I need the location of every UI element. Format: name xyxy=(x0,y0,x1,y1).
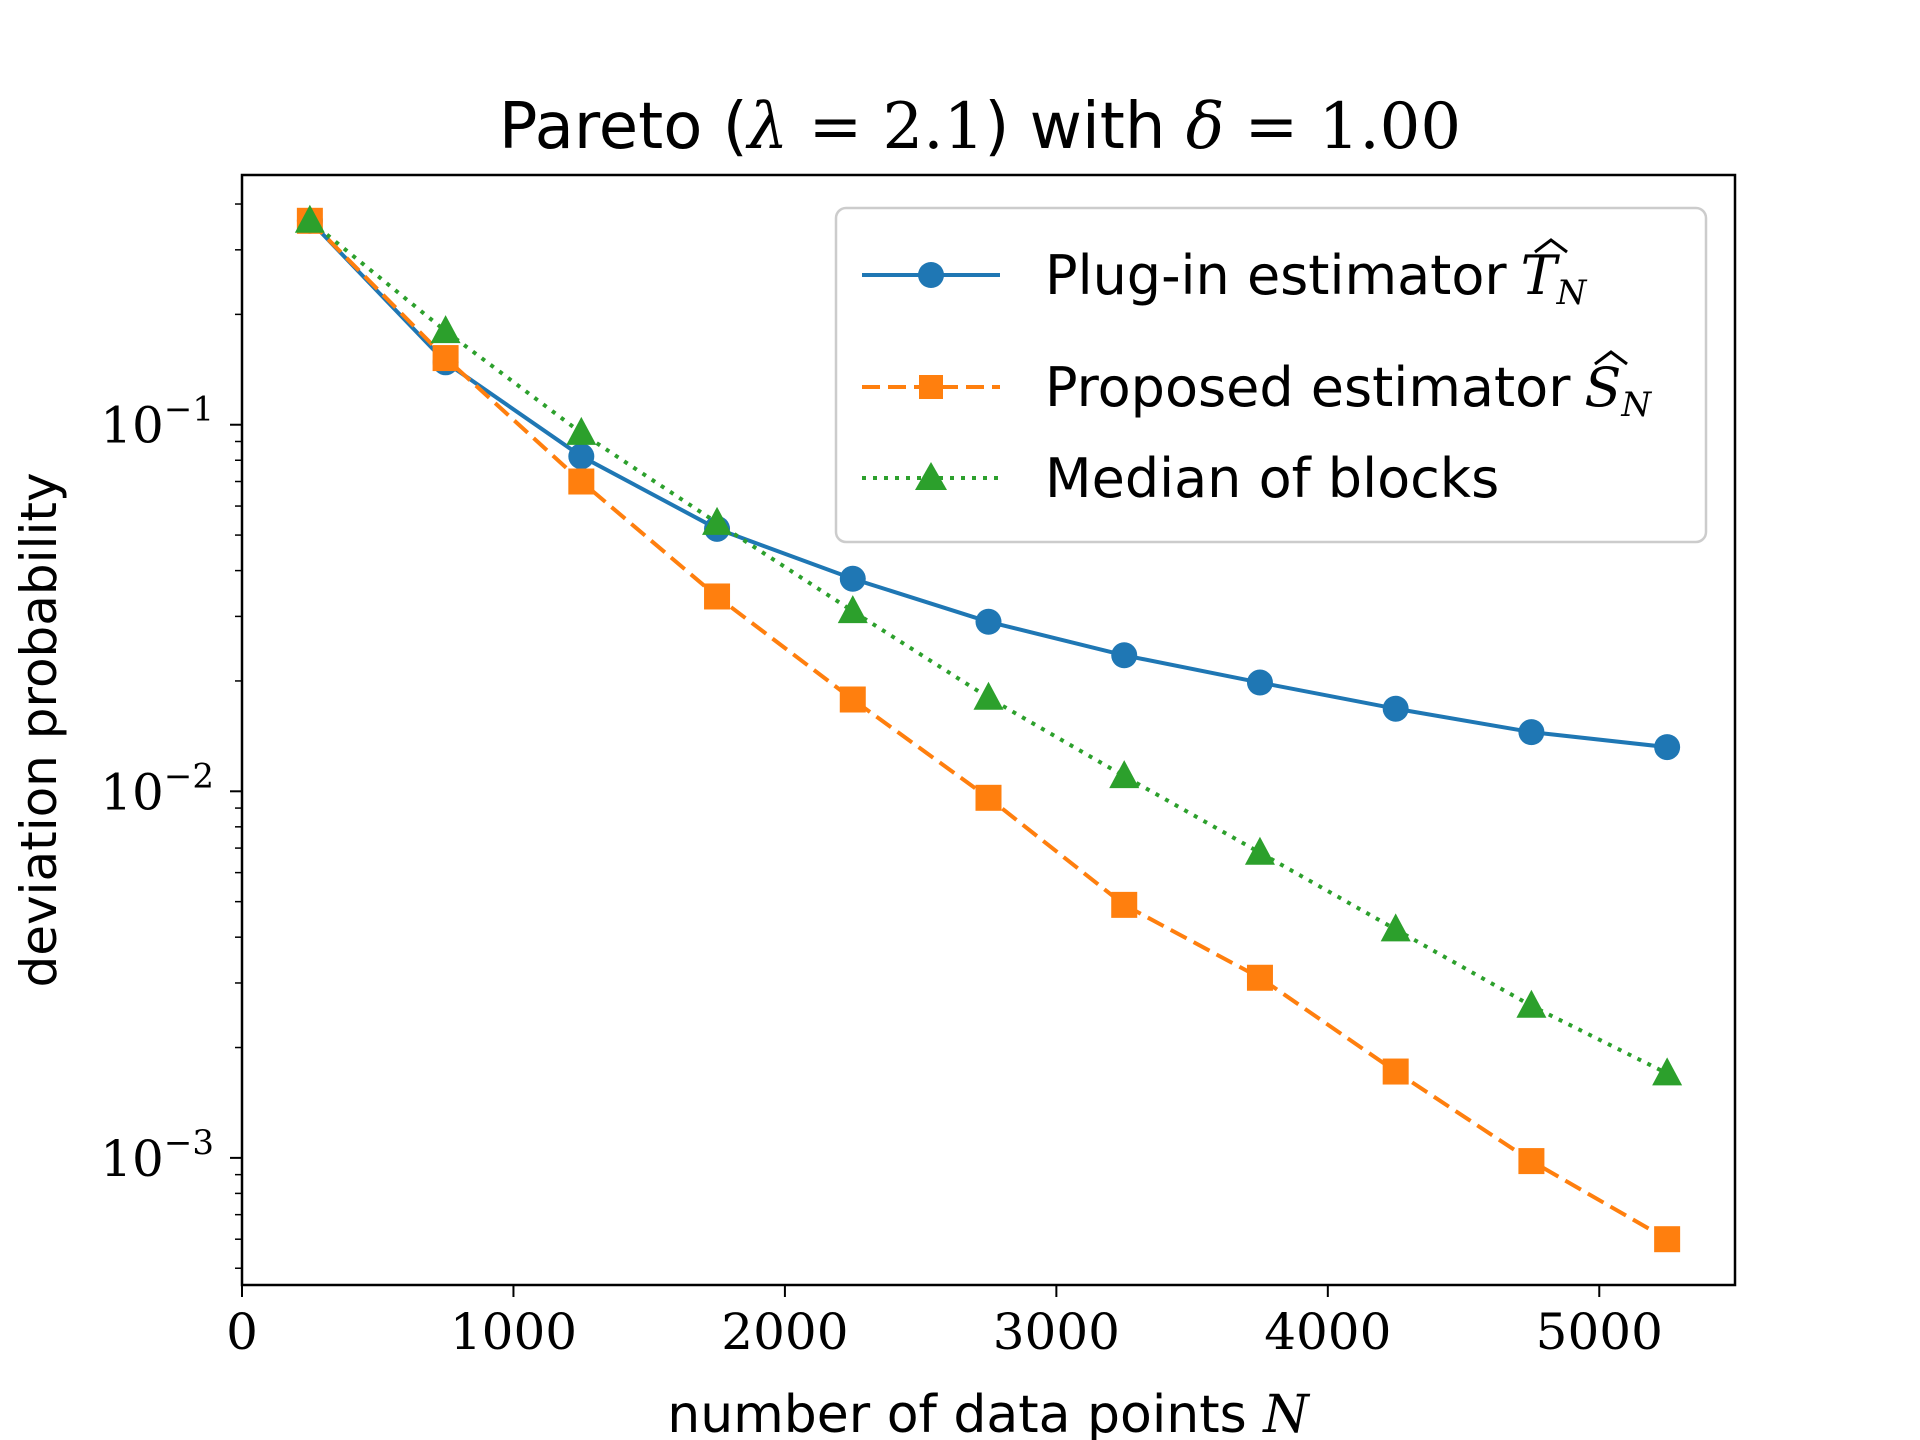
legend-sub-plugin: N xyxy=(1556,273,1588,313)
series-point-triangle xyxy=(837,595,868,624)
series-point-square xyxy=(568,468,595,495)
legend-text-proposed: Proposed estimator xyxy=(1045,356,1571,419)
title-close: ) xyxy=(984,90,1009,164)
series-point-circle xyxy=(1382,695,1409,722)
y-tick-label: 10−2 xyxy=(100,756,214,821)
series-point-circle xyxy=(975,608,1002,635)
series-point-square xyxy=(839,686,866,713)
series-point-triangle xyxy=(294,204,325,233)
title-mid: with xyxy=(1009,90,1185,164)
series-point-square xyxy=(1654,1226,1681,1253)
legend-label-plugin: Plug-in estimator TN xyxy=(1045,244,1588,313)
legend-text-plugin: Plug-in estimator xyxy=(1045,244,1507,307)
x-axis-label-text: number of data points xyxy=(667,1385,1263,1440)
series-point-triangle xyxy=(702,506,733,535)
series-point-square xyxy=(704,583,731,610)
x-tick-label: 3000 xyxy=(993,1303,1120,1361)
chart-title: Pareto (λ = 2.1) with δ = 1.00 xyxy=(499,90,1461,164)
plot-frame xyxy=(240,173,1737,1287)
series-point-square xyxy=(1111,891,1138,918)
title-prefix: Pareto ( xyxy=(499,90,748,164)
series-point-square xyxy=(1246,964,1273,991)
series-point-square xyxy=(1518,1148,1545,1175)
y-axis: 10−1 10−2 10−3 xyxy=(100,203,242,1269)
legend-symbol-plugin: T xyxy=(1521,244,1561,307)
series-point-circle xyxy=(1654,734,1681,761)
series-point-triangle xyxy=(1244,836,1275,865)
series-point-triangle xyxy=(566,416,597,445)
x-tick-label: 0 xyxy=(226,1303,258,1361)
series-point-triangle xyxy=(1109,760,1140,789)
legend-hat-plugin xyxy=(1534,238,1568,254)
series-point-triangle xyxy=(1380,913,1411,942)
legend-label-proposed: Proposed estimator SN xyxy=(1045,356,1652,425)
legend-marker-median xyxy=(915,462,947,490)
series-point-square xyxy=(1382,1058,1409,1085)
title-lambda: λ xyxy=(745,90,789,164)
x-tick-label: 5000 xyxy=(1536,1303,1663,1361)
legend-hat-proposed xyxy=(1594,350,1628,366)
y-tick-label: 10−1 xyxy=(100,390,214,455)
series-point-square xyxy=(975,784,1002,811)
series-layer xyxy=(294,204,1683,1253)
series-point-triangle xyxy=(430,315,461,344)
legend-sub-proposed: N xyxy=(1620,385,1652,425)
legend-label-median: Median of blocks xyxy=(1045,447,1499,510)
series-point-circle xyxy=(839,565,866,592)
x-axis-label: number of data points N xyxy=(667,1385,1310,1440)
title-delta: δ xyxy=(1186,90,1225,164)
series-point-triangle xyxy=(973,681,1004,710)
series-point-circle xyxy=(568,443,595,470)
title-eq1: = 2.1 xyxy=(788,90,984,164)
series-line-2 xyxy=(308,219,1668,1076)
series-point-circle xyxy=(1518,719,1545,746)
legend-symbol-proposed: S xyxy=(1584,356,1621,419)
legend-marker-plugin xyxy=(918,262,944,288)
legend-box xyxy=(834,206,1708,544)
series-point-circle xyxy=(1111,642,1138,669)
series-point-triangle xyxy=(1516,989,1547,1018)
series-point-triangle xyxy=(1652,1057,1683,1086)
x-tick-label: 2000 xyxy=(721,1303,848,1361)
legend-marker-proposed xyxy=(919,375,943,399)
x-tick-label: 4000 xyxy=(1264,1303,1391,1361)
series-point-square xyxy=(432,345,459,372)
x-axis: 0 1000 2000 3000 4000 5000 xyxy=(226,1285,1663,1361)
x-axis-label-var: N xyxy=(1261,1385,1310,1440)
series-point-circle xyxy=(1246,669,1273,696)
legend: Plug-in estimator TN Proposed estimator SN… xyxy=(834,206,1708,544)
y-axis-label: deviation probability xyxy=(10,472,68,987)
x-tick-label: 1000 xyxy=(450,1303,577,1361)
y-tick-label: 10−3 xyxy=(100,1123,214,1188)
title-eq2: = 1.00 xyxy=(1224,90,1461,164)
